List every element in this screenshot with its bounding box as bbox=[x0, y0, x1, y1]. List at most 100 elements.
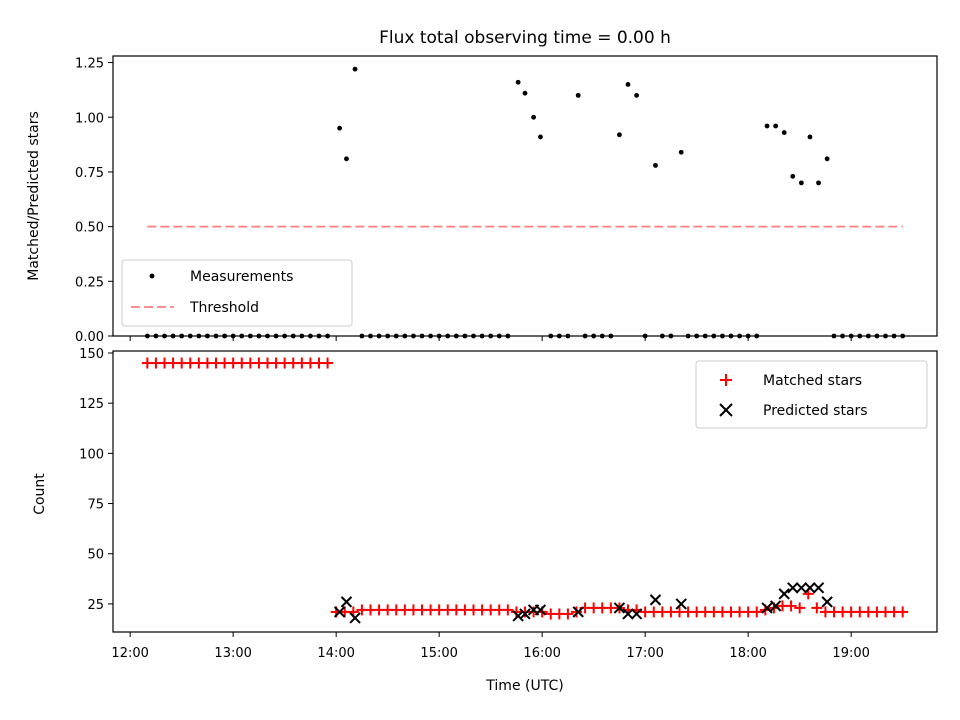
measurement-point bbox=[874, 333, 880, 339]
measurement-point bbox=[565, 333, 571, 339]
measurement-point bbox=[582, 333, 588, 339]
measurement-point bbox=[282, 333, 288, 339]
measurement-point bbox=[247, 333, 253, 339]
measurement-point bbox=[213, 333, 219, 339]
predicted-star-point bbox=[512, 610, 524, 622]
top-legend: Measurements Threshold bbox=[121, 259, 353, 327]
x-tick-label: 15:00 bbox=[420, 646, 457, 661]
top-panel-frame bbox=[112, 55, 938, 337]
measurement-point bbox=[230, 333, 236, 339]
measurement-point bbox=[659, 333, 665, 339]
measurement-point bbox=[344, 156, 349, 162]
measurement-point bbox=[685, 333, 691, 339]
predicted-star-point bbox=[769, 600, 782, 612]
measurement-point bbox=[865, 333, 871, 339]
predicted-star-point bbox=[821, 596, 833, 608]
measurement-point bbox=[702, 333, 708, 339]
top-y-tick-label: 1.00 bbox=[75, 111, 104, 126]
bottom-legend-box bbox=[695, 360, 928, 429]
measurement-point bbox=[548, 333, 554, 339]
measurement-point bbox=[900, 333, 906, 339]
measurement-point bbox=[462, 333, 468, 339]
measurement-point bbox=[479, 333, 485, 339]
measurement-point bbox=[840, 333, 845, 339]
measurement-point bbox=[831, 333, 837, 339]
measurement-point bbox=[694, 333, 700, 339]
matched-star-point bbox=[897, 606, 909, 618]
measurement-point bbox=[653, 162, 658, 168]
x-tick-label: 17:00 bbox=[626, 646, 663, 661]
measurement-point bbox=[711, 333, 717, 339]
measurement-point bbox=[170, 333, 176, 339]
matched-star-point bbox=[811, 602, 823, 614]
predicted-star-point bbox=[787, 582, 799, 594]
predicted-star-point bbox=[812, 582, 825, 594]
measurement-point bbox=[522, 90, 528, 96]
measurement-point bbox=[798, 180, 804, 186]
predicted-star-point bbox=[761, 602, 773, 614]
x-tick-label: 13:00 bbox=[214, 646, 251, 661]
measurement-point bbox=[308, 333, 313, 339]
measurement-point bbox=[359, 333, 365, 339]
measurement-point bbox=[754, 333, 760, 339]
legend-matched-marker bbox=[720, 374, 732, 386]
legend-matched-label: Matched stars bbox=[763, 373, 862, 389]
bottom-panel: 25 50 75 100 125 150 12:00 13:00 14:00 15:00 16:0… bbox=[32, 347, 938, 694]
legend-predicted-label: Predicted stars bbox=[763, 403, 868, 419]
measurement-point bbox=[162, 333, 167, 339]
x-axis-title: Time (UTC) bbox=[485, 678, 563, 694]
measurement-point bbox=[807, 134, 813, 140]
measurement-point bbox=[428, 333, 433, 339]
measurement-point bbox=[402, 333, 408, 339]
measurement-point bbox=[599, 333, 605, 339]
measurement-point bbox=[256, 333, 262, 339]
measurement-point bbox=[488, 333, 494, 339]
bottom-x-ticks: 12:00 13:00 14:00 15:00 16:00 17:00 18:00 19:00 bbox=[111, 632, 870, 661]
measurement-point bbox=[678, 149, 684, 155]
bottom-y-axis-title: Count bbox=[32, 473, 48, 515]
measurement-point bbox=[337, 125, 342, 131]
measurement-point bbox=[891, 333, 897, 339]
x-tick-label: 18:00 bbox=[729, 646, 766, 661]
legend-threshold-label: Threshold bbox=[189, 300, 259, 316]
matched-star-point bbox=[751, 606, 763, 618]
predicted-star-point bbox=[795, 582, 808, 594]
predicted-star-point bbox=[630, 608, 643, 620]
measurement-point bbox=[720, 333, 725, 339]
measurement-point bbox=[316, 333, 322, 339]
top-y-ticks: 0.00 0.25 0.50 0.75 1.00 1.25 bbox=[75, 57, 113, 345]
measurement-point bbox=[453, 333, 459, 339]
measurement-point bbox=[352, 66, 358, 72]
predicted-star-point bbox=[675, 598, 687, 610]
measurement-point bbox=[325, 333, 330, 339]
measurement-point bbox=[773, 123, 779, 129]
measurement-point bbox=[538, 134, 543, 140]
measurement-point bbox=[608, 333, 614, 339]
measurement-point bbox=[411, 333, 416, 339]
measurement-point bbox=[642, 333, 648, 339]
bottom-y-ticks: 25 50 75 100 125 150 bbox=[79, 347, 113, 613]
measurement-point bbox=[857, 333, 863, 339]
measurement-point bbox=[737, 333, 742, 339]
top-y-tick-label: 0.75 bbox=[75, 166, 104, 181]
measurement-point bbox=[790, 173, 796, 179]
x-tick-label: 16:00 bbox=[523, 646, 560, 661]
measurement-point bbox=[222, 333, 227, 339]
measurement-point bbox=[196, 333, 202, 339]
x-tick-label: 14:00 bbox=[317, 646, 354, 661]
measurement-point bbox=[728, 333, 734, 339]
bottom-y-tick-label: 50 bbox=[87, 548, 104, 563]
predicted-star-point bbox=[778, 588, 790, 600]
measurement-point bbox=[144, 333, 150, 339]
predicted-star-point bbox=[572, 606, 584, 618]
bottom-panel-frame bbox=[112, 350, 938, 633]
measurement-point bbox=[265, 333, 270, 339]
top-y-axis-title: Matched/Predicted stars bbox=[26, 111, 42, 281]
measurement-point bbox=[848, 333, 854, 339]
bottom-legend: Matched stars Predicted stars bbox=[695, 360, 928, 429]
legend-measurements-label: Measurements bbox=[190, 269, 293, 285]
matched-star-point bbox=[322, 357, 334, 369]
measurement-point bbox=[187, 333, 193, 339]
measurement-point bbox=[556, 333, 562, 339]
